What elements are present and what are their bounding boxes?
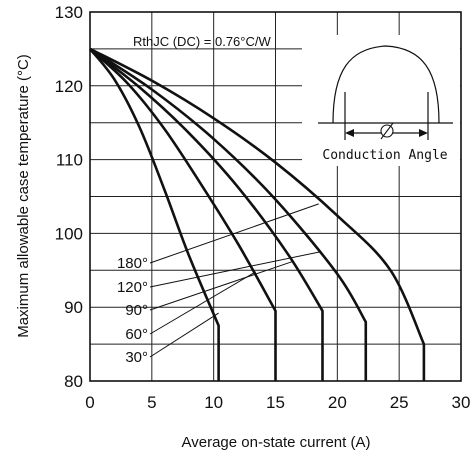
y-tick-label: 80 [64,372,83,391]
series-line-60deg [89,47,277,381]
series-label-120deg: 120° [117,279,148,296]
phi-symbol-slash [380,122,394,140]
series-line-90deg [89,47,324,381]
inset-background [302,35,460,166]
y-tick-label: 130 [55,3,83,22]
x-tick-label: 30 [452,393,471,412]
x-axis-label: Average on-state current (A) [182,434,371,451]
series-label-60deg: 60° [125,326,148,343]
series-label-30deg: 30° [125,349,148,366]
x-tick-label: 0 [85,393,94,412]
series-labels: 30° 60° 90° 120° 180° [117,203,321,366]
tick-labels: 0 5 10 15 20 25 30 80 90 100 110 120 130 [55,3,471,412]
half-sine-waveform [332,45,440,124]
series-label-90deg: 90° [125,302,148,319]
x-tick-label: 10 [204,393,223,412]
series-label-180deg: 180° [117,255,148,272]
leader-line-30deg [149,312,219,358]
y-tick-label: 110 [56,151,83,170]
chart-annotation: RthJC (DC) = 0.76°C/W [133,34,271,49]
leader-line-90deg [149,260,293,311]
x-tick-label: 25 [390,393,409,412]
plot-frame [89,11,462,382]
x-tick-label: 5 [147,393,156,412]
leader-line-60deg [149,271,256,335]
conduction-angle-inset: Conduction Angle [302,35,460,166]
y-tick-label: 90 [64,298,83,317]
y-tick-label: 120 [55,77,83,96]
x-tick-label: 20 [328,393,347,412]
series-line-180deg [89,47,426,381]
series-layer [88,47,426,381]
y-axis-label: Maximum allowable case temperature (°C) [15,54,32,338]
arrowhead-left [345,129,354,137]
series-line-120deg [89,47,368,381]
leader-line-120deg [149,251,321,288]
arrowhead-right [419,129,428,137]
x-tick-label: 15 [266,393,285,412]
inset-label: Conduction Angle [322,148,447,163]
y-tick-label: 100 [55,224,83,243]
series-line-30deg [88,48,220,381]
leader-line-180deg [149,203,319,264]
